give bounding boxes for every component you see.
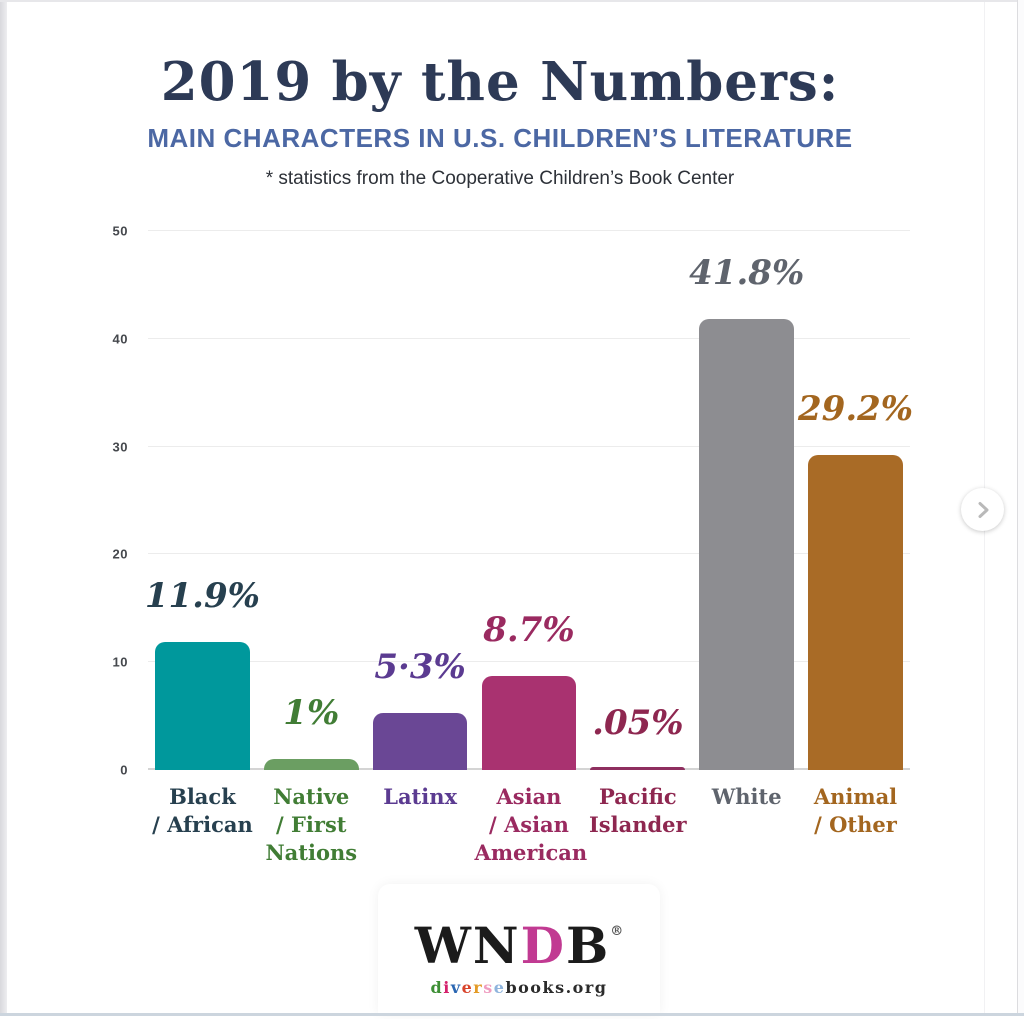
gridline	[148, 661, 910, 663]
page-title: 2019 by the Numbers:	[160, 51, 840, 113]
wordmark-d: D	[520, 916, 566, 975]
bar-value-label: 5·3%	[374, 646, 466, 687]
bar-category-label: Latinx	[383, 784, 458, 809]
site-letter: r	[584, 978, 595, 997]
bar-category-label: White	[711, 784, 782, 809]
site-letter: o	[518, 978, 531, 997]
bar	[590, 767, 686, 770]
bar-value-label: 41.8%	[689, 253, 805, 294]
bar-category-label: Pacific Islander	[588, 784, 687, 837]
gridline	[148, 230, 910, 231]
chart-header: 2019 by the Numbers: MAIN CHARACTERS IN …	[0, 52, 1000, 190]
site-letter: s	[555, 978, 566, 997]
bar	[481, 676, 577, 770]
bar-slot: 8.7%	[475, 231, 584, 770]
diversebooks-url: diversebooks.org	[378, 978, 660, 997]
site-letter: s	[483, 978, 494, 997]
y-axis: 0 10 20 30 40 50	[60, 224, 128, 778]
bottom-border	[0, 1013, 1024, 1016]
bar-slot: 5·3%	[366, 231, 475, 770]
wordmark-b: B	[565, 916, 611, 975]
site-letter: i	[443, 978, 451, 997]
y-tick-label: 10	[112, 654, 128, 670]
bar-category-label: Black / African	[152, 784, 253, 837]
bar-slot: 1%	[257, 231, 366, 770]
page-subtitle: MAIN CHARACTERS IN U.S. CHILDREN’S LITER…	[147, 123, 853, 153]
site-letter: b	[505, 978, 519, 997]
x-axis-labels: Black / African Native / First Nations Latinx…	[148, 783, 910, 867]
site-letter: g	[594, 978, 608, 997]
y-tick-label: 30	[112, 439, 128, 455]
wordmark-wn: WN	[414, 916, 521, 975]
site-letter: o	[530, 978, 543, 997]
bar-slot: .05%	[583, 231, 692, 770]
frame-edge-right	[1017, 0, 1024, 1013]
site-letter: e	[461, 978, 474, 997]
carousel-next-button[interactable]	[961, 488, 1004, 531]
frame-edge-left	[0, 0, 7, 1013]
bar-value-label: 11.9%	[144, 575, 260, 616]
gridline	[148, 553, 910, 555]
gridline	[148, 445, 910, 447]
wndb-logo-box: WNDB® diversebooks.org	[378, 884, 660, 1014]
bar	[699, 319, 795, 770]
bar-category-label: Asian / Asian American	[474, 784, 588, 865]
site-letter: o	[572, 978, 585, 997]
frame-edge-top	[0, 0, 1024, 2]
bar	[155, 641, 250, 770]
bar-slot: 41.8%	[689, 231, 805, 770]
bar-value-label: 29.2%	[798, 389, 914, 430]
bar-slot: 29.2%	[798, 231, 914, 770]
bar-chart-plot-area: 11.9% 1% 5·3% 8.7% .05% 41.8% 29.2%	[144, 230, 914, 770]
site-letter: e	[493, 978, 506, 997]
gridline	[148, 337, 910, 339]
bar	[372, 712, 468, 770]
y-tick-label: 0	[120, 762, 128, 778]
bar	[808, 455, 903, 770]
bar-category-label: Native / First Nations	[265, 784, 358, 865]
y-tick-label: 20	[112, 546, 128, 562]
bar-slot: 11.9%	[144, 231, 260, 770]
site-letter: .	[565, 978, 573, 997]
bar-value-label: 1%	[283, 693, 340, 734]
bar	[263, 759, 359, 770]
bar-value-label: .05%	[592, 703, 684, 744]
y-tick-label: 40	[112, 331, 128, 347]
bar-value-label: 8.7%	[483, 610, 575, 651]
site-letter: v	[450, 978, 462, 997]
site-letter: r	[473, 978, 484, 997]
site-letter: k	[542, 978, 556, 997]
registered-mark: ®	[610, 924, 624, 939]
source-note: * statistics from the Cooperative Childr…	[265, 168, 735, 189]
y-tick-label: 50	[112, 223, 128, 239]
chevron-right-icon	[978, 501, 988, 518]
bar-category-label: Animal / Other	[813, 784, 898, 837]
wndb-wordmark: WNDB®	[378, 906, 660, 972]
site-letter: d	[430, 978, 444, 997]
